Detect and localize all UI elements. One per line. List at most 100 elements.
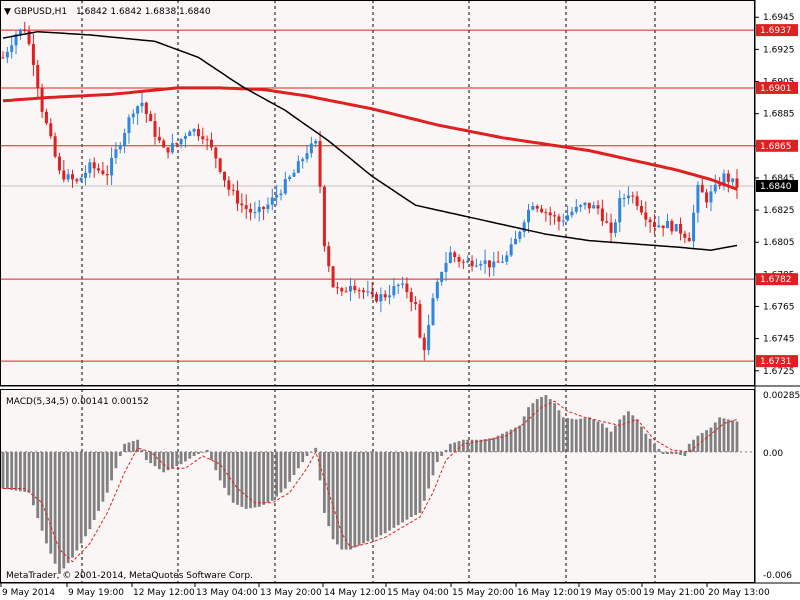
macd-bar [483, 439, 487, 452]
macd-bar [700, 432, 704, 452]
candle-body [661, 225, 665, 229]
macd-bar [600, 423, 604, 452]
macd-bar [340, 451, 344, 550]
candle-body [335, 287, 339, 289]
candle-body [631, 195, 635, 197]
macd-bar [535, 399, 539, 452]
candle-body [305, 153, 309, 160]
candle-body [396, 284, 400, 287]
candle-body [596, 205, 600, 209]
macd-bar [162, 451, 166, 473]
candle-body [118, 145, 122, 150]
candle-body [296, 161, 300, 173]
macd-bar [327, 451, 331, 527]
macd-bar [292, 451, 296, 475]
macd-bar [205, 449, 209, 452]
candle-body [79, 177, 83, 182]
macd-bar [609, 431, 613, 452]
macd-bar [370, 451, 374, 540]
candle-body [5, 51, 9, 58]
macd-bar [136, 439, 140, 452]
macd-bar [631, 415, 635, 452]
macd-bar [709, 427, 713, 452]
candle-body [513, 238, 517, 245]
price-tick-label: 1.6945 [763, 13, 795, 23]
candle-body [522, 222, 526, 232]
candle-body [153, 121, 157, 137]
macd-bar [36, 451, 40, 519]
price-tick-label: 1.6745 [763, 335, 795, 345]
candle-body [600, 208, 604, 222]
macd-bar [309, 451, 313, 453]
macd-bar [118, 451, 122, 457]
horizontal-levels[interactable] [0, 29, 755, 362]
candle-body [492, 261, 496, 268]
time-tick-label: 15 May 04:00 [387, 588, 449, 598]
ohlc-values: 1.6842 1.6842 1.6838 1.6840 [76, 7, 211, 17]
macd-bar [275, 451, 279, 497]
candle-body [370, 291, 374, 295]
candle-body [84, 172, 88, 178]
price-tick-label: 1.6825 [763, 206, 795, 216]
price-tick-label: 1.6805 [763, 238, 795, 248]
candle-body [579, 205, 583, 207]
current-price-label: 1.6840 [760, 182, 792, 192]
macd-bar [236, 451, 239, 505]
candle-body [49, 123, 53, 137]
macd-bar [40, 451, 44, 531]
macd-axis: 0.00285 0.00 -0.006 [763, 391, 800, 581]
macd-title: MACD(5,34,5) 0.00141 0.00152 [6, 397, 149, 407]
macd-bar [5, 451, 9, 490]
candle-body [544, 212, 548, 214]
candle-body [722, 173, 726, 186]
macd-tick-label: 0.00 [763, 449, 783, 459]
symbol-label: GBPUSD,H1 [14, 7, 67, 17]
macd-bar [514, 427, 517, 452]
candle-body [583, 202, 587, 206]
candle-body [366, 291, 370, 293]
candle-body [639, 205, 643, 213]
candle-body [170, 143, 174, 153]
candle-body [474, 265, 478, 267]
candle-body [696, 184, 700, 213]
candle-body [670, 220, 674, 232]
candle-body [214, 147, 218, 159]
candle-body [292, 172, 296, 177]
candle-body [149, 113, 153, 122]
macd-bar [92, 451, 96, 521]
candle-body [183, 136, 187, 139]
current-price-box [756, 179, 798, 192]
macd-bar [101, 451, 105, 502]
price-tick-label: 1.6845 [763, 174, 795, 184]
macd-bar [735, 421, 739, 452]
macd-bar [713, 422, 717, 452]
candle-body [31, 43, 35, 65]
macd-bar [127, 442, 131, 452]
macd-bar [197, 451, 200, 454]
macd-bar [466, 439, 470, 452]
macd-tick-label: 0.00285 [763, 391, 800, 401]
macd-bar [266, 451, 270, 503]
candle-body [509, 244, 513, 256]
candle-body [62, 170, 66, 180]
macd-bar [613, 425, 617, 452]
macd-bar [644, 433, 648, 452]
macd-bar [509, 429, 513, 452]
candle-body [23, 29, 27, 32]
price-pane-background [0, 0, 755, 385]
candle-body [36, 64, 40, 89]
candle-body [92, 162, 96, 169]
candle-body [361, 290, 365, 293]
candle-body [249, 208, 253, 213]
candle-body [657, 225, 661, 228]
macd-bar [322, 451, 326, 513]
level-tag-box [756, 139, 798, 152]
macd-bar [244, 451, 248, 509]
chart-menu-icon[interactable]: ▼ [4, 7, 11, 17]
macd-bar [331, 451, 335, 540]
macd-bar [627, 411, 630, 452]
candle-body [331, 266, 335, 288]
macd-bar [357, 451, 361, 546]
macd-bar [505, 431, 509, 452]
candle-body [114, 149, 118, 158]
